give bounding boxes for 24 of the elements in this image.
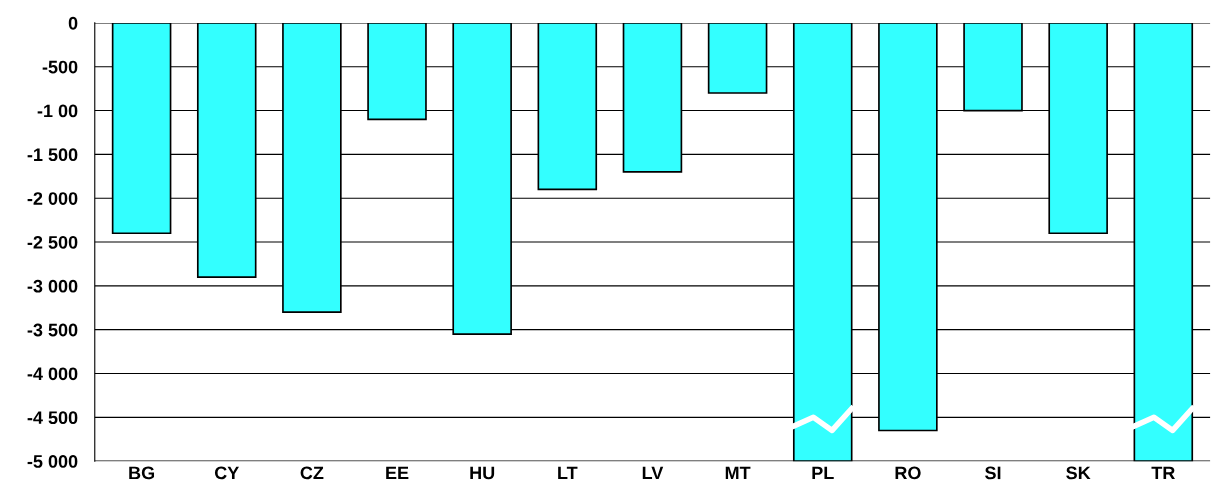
y-tick-label: -2 500 bbox=[27, 235, 78, 249]
x-tick-label: HU bbox=[470, 466, 495, 480]
y-tick-label: -3 500 bbox=[27, 323, 78, 337]
x-tick-label: LT bbox=[558, 466, 578, 480]
x-tick-label: LV bbox=[642, 466, 664, 480]
x-tick-label: MT bbox=[725, 466, 751, 480]
y-tick-label: -4 000 bbox=[27, 367, 78, 381]
y-tick-label: -1 00 bbox=[37, 104, 78, 118]
x-tick-label: SI bbox=[985, 466, 1001, 480]
x-tick-label: TR bbox=[1151, 466, 1175, 480]
y-tick-label: 0 bbox=[68, 16, 78, 30]
y-tick-label: -4 500 bbox=[27, 411, 78, 425]
x-tick-label: EE bbox=[386, 466, 409, 480]
y-tick-label: -500 bbox=[42, 60, 78, 74]
y-tick-label: -3 000 bbox=[27, 279, 78, 293]
y-tick-label: -5 000 bbox=[27, 455, 78, 468]
y-tick-label: -1 500 bbox=[27, 148, 78, 162]
x-tick-label: BG bbox=[129, 466, 155, 480]
x-tick-label: CY bbox=[214, 466, 239, 480]
y-tick-label: -2 000 bbox=[27, 192, 78, 205]
x-tick-label: CZ bbox=[300, 466, 324, 480]
x-tick-label: PL bbox=[812, 466, 834, 480]
x-tick-label: RO bbox=[895, 466, 921, 480]
x-tick-label: SK bbox=[1066, 466, 1091, 480]
